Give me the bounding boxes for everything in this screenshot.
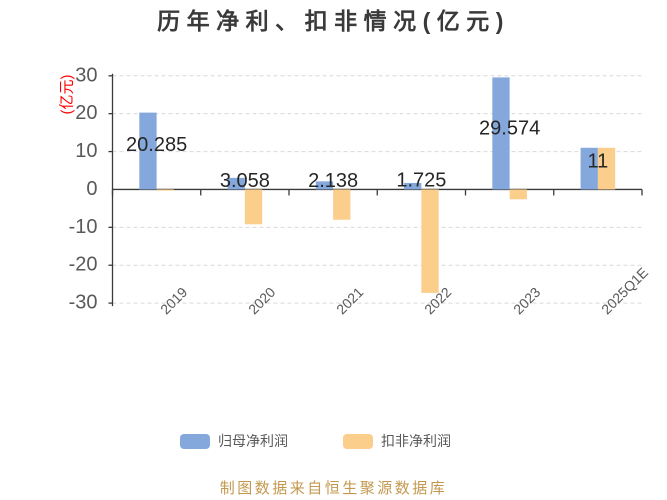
svg-text:30: 30 bbox=[75, 64, 97, 86]
svg-text:3.058: 3.058 bbox=[220, 170, 270, 192]
svg-text:11: 11 bbox=[587, 151, 608, 173]
svg-text:-20: -20 bbox=[69, 254, 98, 276]
svg-text:29.574: 29.574 bbox=[479, 117, 540, 139]
svg-text:-10: -10 bbox=[69, 216, 98, 238]
svg-text:1.725: 1.725 bbox=[396, 170, 446, 192]
svg-text:0: 0 bbox=[86, 178, 97, 200]
svg-text:2.138: 2.138 bbox=[308, 170, 358, 192]
svg-text:20.285: 20.285 bbox=[126, 134, 187, 156]
svg-text:-30: -30 bbox=[69, 292, 98, 314]
svg-text:10: 10 bbox=[75, 140, 97, 162]
svg-text:20: 20 bbox=[75, 102, 97, 124]
